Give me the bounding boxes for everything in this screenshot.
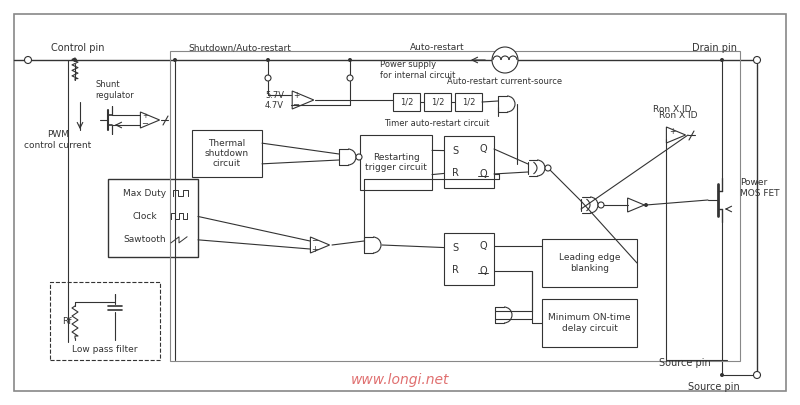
Text: R: R [451,168,458,179]
Text: Restarting
trigger circuit: Restarting trigger circuit [365,153,427,172]
Circle shape [348,58,352,62]
Text: Q: Q [479,266,487,276]
Text: Control pin: Control pin [51,43,105,53]
Circle shape [598,202,604,208]
Text: −: − [311,237,318,245]
Text: −: − [293,100,299,109]
Text: 1/2: 1/2 [400,98,413,107]
Text: −: − [142,119,149,128]
Text: R: R [451,265,458,275]
Circle shape [492,47,518,73]
Bar [542,239,637,287]
Circle shape [73,58,77,62]
Text: Ron X ID: Ron X ID [653,105,691,115]
Text: Max Duty: Max Duty [123,189,166,198]
Text: Drain pin: Drain pin [691,43,737,53]
Text: S: S [452,145,458,156]
Text: Clock: Clock [133,212,158,221]
Text: 1/2: 1/2 [462,98,475,107]
Text: Minimum ON-time
delay circuit: Minimum ON-time delay circuit [548,313,630,333]
Text: Power supply
for internal circuit: Power supply for internal circuit [380,60,455,80]
Text: 5.7V: 5.7V [265,90,284,100]
Circle shape [644,203,648,207]
Text: Q: Q [479,144,487,154]
Text: Ron X ID: Ron X ID [658,111,698,119]
Text: Q: Q [479,241,487,251]
Bar [108,179,198,257]
Text: Q: Q [479,169,487,179]
Bar [360,135,432,190]
Bar [393,93,420,111]
Text: Timer auto-restart circuit: Timer auto-restart circuit [384,119,490,128]
Bar [50,282,160,360]
Text: 4.7V: 4.7V [265,100,284,109]
Text: 1/2: 1/2 [431,98,444,107]
Text: Power
MOS FET: Power MOS FET [740,178,779,198]
Bar [444,136,494,188]
Circle shape [754,371,761,379]
Text: +: + [142,113,148,119]
Text: Source pin: Source pin [659,358,711,368]
Circle shape [720,58,724,62]
Circle shape [720,373,724,377]
Text: +: + [311,245,318,254]
Text: Low pass filter: Low pass filter [72,345,138,354]
Text: Rf: Rf [62,318,72,326]
Text: Sawtooth: Sawtooth [124,235,166,244]
Circle shape [356,154,362,160]
Circle shape [173,58,177,62]
Bar [444,233,494,285]
Bar [455,93,482,111]
Circle shape [754,57,761,64]
Text: +: + [293,90,299,100]
Circle shape [265,75,271,81]
Circle shape [266,58,270,62]
Text: Auto-restart: Auto-restart [410,43,464,53]
Text: Thermal
shutdown
circuit: Thermal shutdown circuit [205,139,249,168]
Circle shape [25,57,31,64]
Text: Shunt
regulator: Shunt regulator [95,80,134,100]
Text: S: S [452,243,458,253]
Bar [192,130,262,177]
Text: Shutdown/Auto-restart: Shutdown/Auto-restart [189,43,291,53]
Text: Source pin: Source pin [688,382,740,392]
Text: Auto-restart current-source: Auto-restart current-source [447,77,562,87]
Circle shape [347,75,353,81]
Text: www.longi.net: www.longi.net [350,373,450,387]
Bar [542,299,637,347]
Text: +: + [669,126,675,136]
Bar [424,93,451,111]
Text: PWM
control current: PWM control current [24,130,92,150]
Bar [170,51,740,361]
Text: Leading edge
blanking: Leading edge blanking [558,253,620,273]
Circle shape [545,165,551,171]
